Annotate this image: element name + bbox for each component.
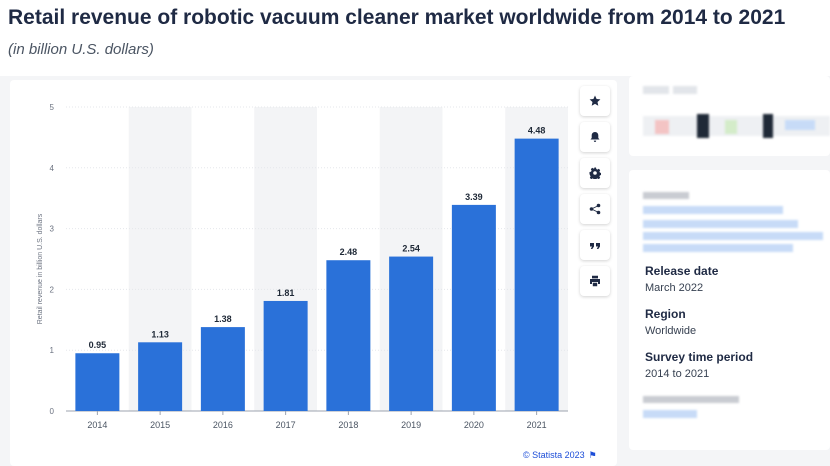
bar (263, 300, 308, 411)
chart-card: 0 1 2 3 4 5 0.95 2014 1.13 2015 1.38 2016 1.81 2017 2.… (10, 80, 617, 466)
redacted-heading (643, 396, 739, 403)
favorite-button[interactable] (580, 86, 610, 116)
y-axis-label: Retail revenue in billion U.S. dollars (37, 213, 44, 324)
x-tick-label: 2017 (276, 420, 296, 430)
region-value: Worldwide (645, 325, 697, 337)
survey-period-label: Survey time period (645, 350, 754, 364)
print-icon (590, 275, 600, 287)
y-tick-label: 3 (50, 225, 55, 234)
redacted-logo (697, 114, 709, 138)
data-label: 1.13 (151, 329, 169, 339)
chart-toolbar (580, 86, 610, 302)
details-card: Release date March 2022 Region Worldwide… (629, 170, 830, 450)
redacted-source (643, 206, 783, 214)
bar (389, 256, 434, 411)
x-tick-label: 2014 (87, 420, 107, 430)
data-label: 3.39 (465, 192, 483, 202)
release-date-label: Release date (645, 264, 719, 278)
bar (326, 260, 371, 411)
account-card (629, 76, 830, 156)
x-tick-label: 2018 (338, 420, 358, 430)
page-title: Retail revenue of robotic vacuum cleaner… (8, 6, 786, 29)
bell-icon (590, 132, 600, 142)
redacted-logo (785, 120, 815, 130)
settings-button[interactable] (580, 158, 610, 188)
data-label: 2.54 (402, 244, 420, 254)
print-button[interactable] (580, 266, 610, 296)
data-label: 2.48 (340, 247, 358, 257)
bar (138, 342, 183, 411)
bar (451, 204, 496, 411)
x-tick-label: 2019 (401, 420, 421, 430)
redacted-logo (763, 114, 773, 138)
y-tick-label: 2 (50, 285, 55, 294)
redacted-text (673, 86, 697, 94)
share-icon (589, 203, 601, 215)
y-tick-label: 1 (50, 346, 55, 355)
redacted-source (643, 220, 798, 228)
x-tick-label: 2020 (464, 420, 484, 430)
x-tick-label: 2021 (527, 420, 547, 430)
bar (200, 327, 245, 411)
cite-button[interactable] (580, 230, 610, 260)
data-label: 1.38 (214, 314, 232, 324)
redacted-source (643, 232, 823, 240)
redacted-text (643, 86, 669, 94)
bar-chart: 0 1 2 3 4 5 0.95 2014 1.13 2015 1.38 2016 1.81 2017 2.… (37, 103, 568, 430)
flag-icon: ⚑ (588, 450, 597, 460)
data-label: 1.81 (277, 288, 295, 298)
gear-icon (589, 167, 601, 179)
share-button[interactable] (580, 194, 610, 224)
y-tick-label: 4 (50, 164, 55, 173)
data-label: 0.95 (89, 340, 107, 350)
y-tick-label: 0 (50, 407, 55, 416)
release-date-value: March 2022 (645, 282, 704, 294)
region-label: Region (645, 307, 686, 321)
redacted-heading (643, 192, 689, 199)
redacted-link (643, 410, 697, 418)
redacted-logo (655, 120, 669, 134)
credit-text: © Statista 2023 (523, 450, 585, 460)
bar (75, 353, 120, 411)
statista-credit[interactable]: © Statista 2023 ⚑ (523, 450, 597, 461)
redacted-source (643, 244, 793, 252)
data-label: 4.48 (528, 126, 546, 136)
x-tick-label: 2016 (213, 420, 233, 430)
y-tick-label: 5 (50, 103, 55, 112)
notification-button[interactable] (580, 122, 610, 152)
redacted-logo (725, 120, 737, 134)
quote-icon (590, 243, 600, 249)
bar (514, 138, 559, 411)
star-icon (589, 95, 601, 106)
x-tick-label: 2015 (150, 420, 170, 430)
survey-period-value: 2014 to 2021 (645, 368, 710, 380)
header: Retail revenue of robotic vacuum cleaner… (0, 0, 830, 76)
page-subtitle: (in billion U.S. dollars) (8, 41, 154, 58)
